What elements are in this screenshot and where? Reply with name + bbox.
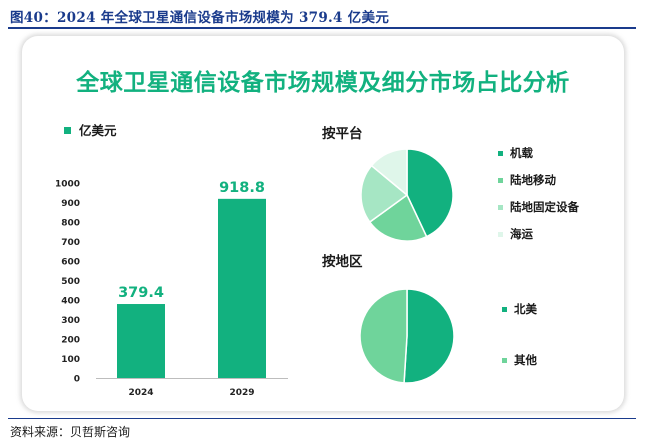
bar-value-label: 379.4	[118, 285, 164, 301]
figure-caption: 图40：2024 年全球卫星通信设备市场规模为 379.4 亿美元	[10, 10, 390, 26]
pie-platform-slice-3	[370, 148, 408, 197]
y-tick-label: 900	[61, 199, 80, 209]
y-tick-label: 200	[61, 336, 80, 346]
pie-platform-legend-swatch	[498, 205, 503, 210]
caption-rule	[8, 27, 636, 29]
x-tick-label: 2024	[128, 388, 153, 398]
y-tick-label: 700	[61, 238, 80, 248]
bar-legend-swatch	[64, 127, 71, 134]
y-tick-label: 600	[61, 258, 80, 268]
y-tick-label: 800	[61, 219, 80, 229]
x-tick-label: 2029	[229, 388, 254, 398]
pie-platform-slice-2	[360, 164, 409, 224]
y-tick-label: 100	[61, 355, 80, 365]
pie-platform-legend-label: 机载	[510, 146, 533, 160]
pie-region-title: 按地区	[322, 253, 363, 270]
pie-region-legend-label: 北美	[514, 302, 537, 316]
pie-region-slice-1	[359, 288, 408, 384]
pie-region-slice-0	[403, 288, 455, 384]
y-tick-label: 300	[61, 316, 80, 326]
pie-platform-legend-label: 陆地固定设备	[510, 200, 579, 214]
pie-platform-legend-swatch	[498, 232, 503, 237]
y-tick-label: 1000	[55, 180, 80, 190]
y-tick-label: 400	[61, 297, 80, 307]
pie-platform-slice-0	[406, 148, 454, 238]
panel-title: 全球卫星通信设备市场规模及细分市场占比分析	[76, 70, 570, 96]
pie-platform-legend-swatch	[498, 151, 503, 156]
bar-2029	[218, 198, 266, 378]
bar-legend-label: 亿美元	[79, 123, 117, 138]
y-tick-label: 0	[74, 375, 80, 385]
pie-platform-slice-1	[368, 193, 428, 242]
source-rule	[8, 418, 636, 419]
y-tick-label: 500	[61, 277, 80, 287]
pie-region-legend-swatch	[502, 307, 507, 312]
pie-platform-legend-label: 海运	[510, 227, 533, 241]
bar-value-label: 918.8	[219, 180, 265, 196]
pie-platform-title: 按平台	[322, 125, 363, 142]
pie-platform-legend-swatch	[498, 178, 503, 183]
bar-2024	[117, 304, 165, 378]
pie-region-legend-swatch	[502, 358, 507, 363]
source-note: 资料来源：贝哲斯咨询	[10, 425, 131, 439]
pie-region-legend-label: 其他	[514, 353, 537, 367]
pie-platform-legend-label: 陆地移动	[510, 173, 556, 187]
